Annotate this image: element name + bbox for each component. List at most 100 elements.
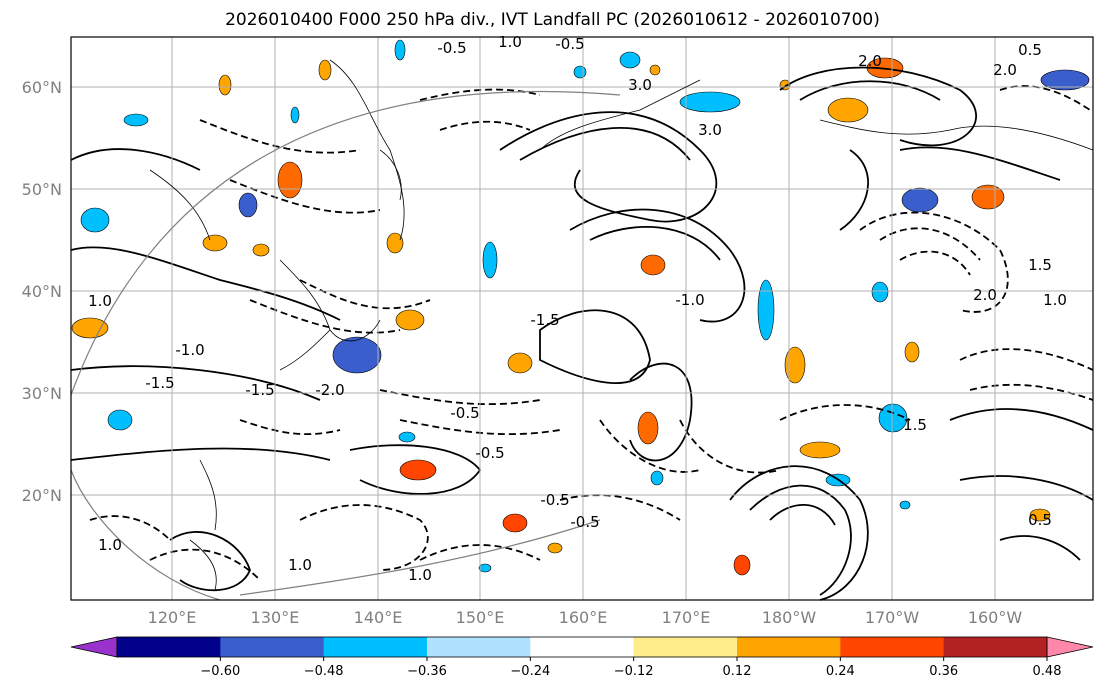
positive-contour (70, 365, 321, 401)
colorbar-segment (117, 637, 221, 657)
divergence-patch (573, 65, 587, 79)
positive-contour (70, 246, 341, 321)
coastline-segment (199, 459, 217, 531)
negative-contour (299, 279, 431, 310)
colorbar-extend-min (70, 636, 118, 658)
divergence-patch (252, 243, 270, 257)
divergence-patch (318, 59, 332, 81)
negative-contour (249, 299, 401, 334)
positive-contour (769, 503, 836, 526)
coastline-segment (189, 539, 217, 591)
negative-contour (199, 119, 361, 154)
contour-label: -1.5 (245, 381, 274, 399)
projection-outline-lower (70, 469, 221, 601)
coastline-segment (329, 59, 405, 241)
positive-contour (749, 484, 852, 596)
contour-label: 1.0 (288, 556, 312, 574)
contour-label: -2.0 (315, 381, 344, 399)
positive-contour (539, 309, 651, 384)
coastline-segment (819, 119, 1094, 151)
coastline-segment (279, 259, 381, 342)
colorbar-tick-label: 0.24 (826, 664, 855, 679)
negative-contour (959, 348, 1094, 371)
divergence-patch (733, 554, 751, 576)
contour-label: 3.0 (698, 121, 722, 139)
colorbar-segment (737, 637, 841, 657)
divergence-patch (395, 309, 425, 331)
divergence-patch (799, 441, 841, 459)
divergence-patch (107, 409, 133, 431)
negative-contour (779, 404, 911, 421)
positive-contour (959, 475, 1094, 501)
negative-contour (559, 494, 681, 521)
contour-label: -0.5 (570, 513, 599, 531)
negative-contour (879, 227, 981, 261)
colorbar-segment (840, 637, 945, 657)
negative-contour (969, 383, 1094, 401)
divergence-patch (1040, 69, 1090, 91)
contour-label: 1.0 (408, 566, 432, 584)
positive-contour (899, 146, 1061, 181)
negative-contour (899, 250, 971, 276)
colorbar-tick-label: 0.36 (929, 664, 958, 679)
contour-label: -1.0 (675, 291, 704, 309)
lon-tick-label: 130°E (251, 608, 300, 627)
contour-label: -0.5 (450, 404, 479, 422)
divergence-patch (238, 192, 258, 218)
contour-label: 1.0 (88, 292, 112, 310)
colorbar-segment (943, 637, 1048, 657)
colorbar-tick-label: −0.12 (614, 664, 654, 679)
map-panel: -0.5 1.0 -0.51.0-1.5-0.5-0.5-0.5-0.51.01.0… (70, 33, 1094, 601)
coastline-segment (379, 149, 402, 201)
divergence-patch (478, 563, 492, 573)
divergence-patch (332, 336, 382, 374)
contour-label: 2.0 (993, 61, 1017, 79)
contour-label: -1.0 (175, 341, 204, 359)
negative-contour (89, 515, 171, 541)
divergence-patch (547, 542, 563, 554)
divergence-patch (757, 279, 775, 341)
divergence-patch (399, 459, 437, 481)
lat-lon-grid (71, 37, 1093, 600)
coastlines (149, 59, 1094, 591)
colorbar-segment (220, 637, 325, 657)
lat-tick-label: 40°N (22, 282, 62, 301)
positive-contour (999, 535, 1081, 561)
colorbar-outline (116, 636, 1048, 658)
contour-label: 1.5 (903, 416, 927, 434)
colorbar-extend-max (1046, 636, 1094, 658)
latitude-labels: 60°N 50°N 40°N 30°N 20°N (22, 78, 62, 505)
negative-contour (419, 544, 541, 561)
colorbar-tick-label: −0.36 (407, 664, 447, 679)
contour-label: 1.0 (1043, 291, 1067, 309)
contour-label: 1.0 (498, 33, 522, 51)
negative-contour (679, 419, 781, 474)
lat-tick-label: 20°N (22, 486, 62, 505)
map-title: 2026010400 F000 250 hPa div., IVT Landfa… (225, 10, 880, 30)
lat-tick-label: 30°N (22, 384, 62, 403)
lon-tick-label: 170°W (865, 608, 920, 627)
divergence-patch (649, 64, 661, 76)
negative-contour (229, 179, 381, 214)
colorbar-tick-label: −0.60 (200, 664, 240, 679)
coastline-segment (149, 169, 211, 241)
positive-contour (589, 226, 721, 261)
negative-contour (399, 419, 561, 436)
divergence-patch (482, 241, 498, 279)
negative-contour (149, 548, 261, 581)
divergence-patch (619, 51, 641, 69)
divergence-patch (502, 513, 528, 533)
projection-outline (70, 90, 621, 396)
positive-contour (729, 465, 869, 601)
divergence-patch (637, 411, 659, 445)
coastline-segment (279, 329, 331, 371)
divergence-patch (1029, 508, 1051, 522)
divergence-patch (386, 232, 404, 254)
divergence-patch (218, 74, 232, 96)
divergence-patch (290, 106, 300, 124)
contour-label: -1.5 (145, 374, 174, 392)
colorbar-tick-label: −0.24 (510, 664, 550, 679)
longitude-labels: 120°E 130°E 140°E 150°E 160°E 170°E 180°W 170°W… (148, 608, 1023, 627)
divergence-patch (899, 500, 911, 510)
colorbar-tick-label: 0.12 (723, 664, 752, 679)
